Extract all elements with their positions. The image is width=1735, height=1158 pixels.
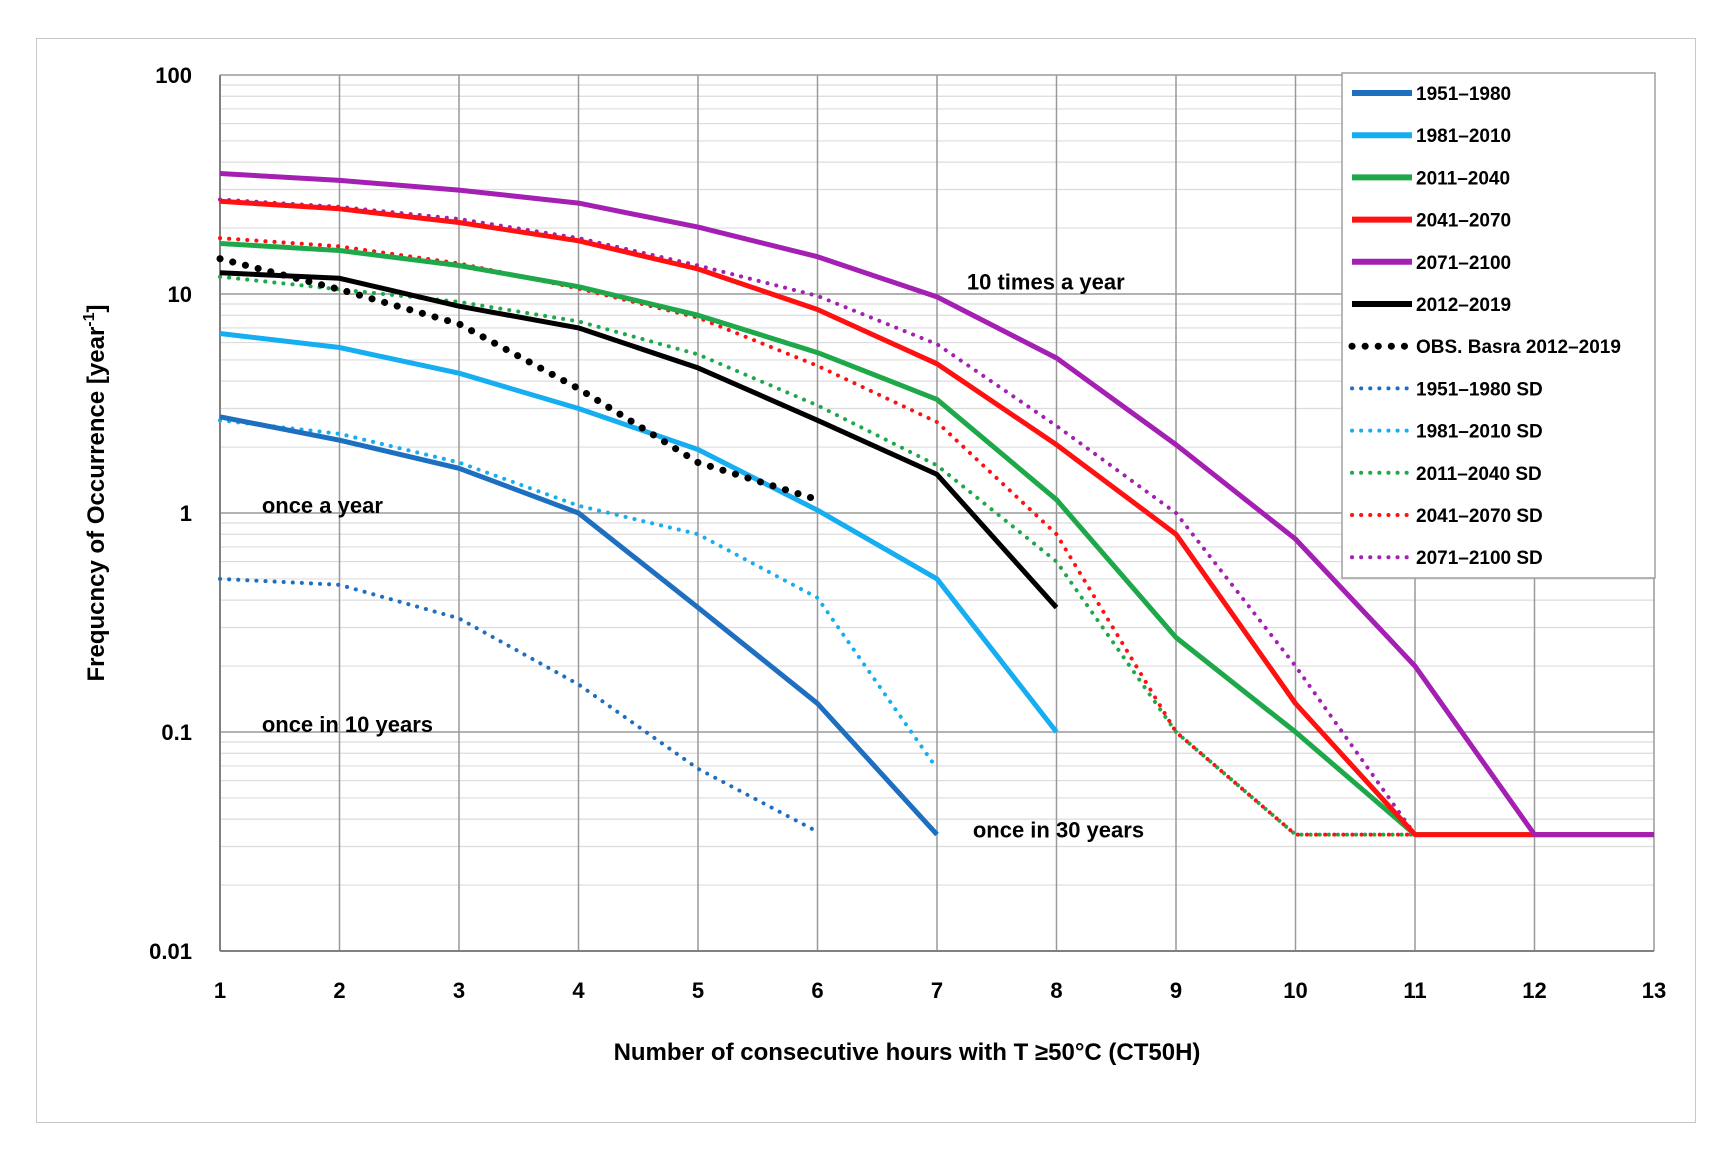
series-line-1951-1980-sd <box>218 576 820 834</box>
annotation-label: once in 10 years <box>262 712 433 737</box>
y-tick-label: 0.01 <box>149 939 192 964</box>
legend-label: 1981–2010 <box>1416 126 1511 147</box>
y-axis-title-main: Frequcncy of Occurrence [year <box>83 327 110 682</box>
x-tick-label: 11 <box>1403 978 1426 1003</box>
legend-label: 1951–1980 <box>1416 84 1511 105</box>
series-line-1981-2010-sd <box>218 418 939 771</box>
series-line-2071-2100-sd <box>218 197 1417 837</box>
x-tick-label: 2 <box>333 978 345 1003</box>
x-tick-label: 3 <box>453 978 465 1003</box>
x-tick-label: 10 <box>1283 978 1307 1003</box>
legend-box <box>1341 72 1656 579</box>
y-axis-title: Frequcncy of Occurrence [year-1] <box>81 304 110 681</box>
legend-label: 2012–2019 <box>1416 295 1511 316</box>
series-line-obs-basra-2012-2019 <box>216 255 821 504</box>
x-axis-title: Number of consecutive hours with T ≥50°C… <box>614 1039 1201 1066</box>
annotations: 10 times a year once a year once in 10 yea… <box>262 269 1144 842</box>
annotation-label: 10 times a year <box>967 269 1125 294</box>
legend-label: 2011–2040 <box>1416 168 1510 189</box>
series-line-2012-2019 <box>219 270 1059 610</box>
plot-border <box>219 75 1654 952</box>
legend-label: 1981–2010 SD <box>1416 422 1543 443</box>
legend-label: 2011–2040 SD <box>1416 464 1542 485</box>
legend-label: 2041–2070 <box>1416 211 1511 232</box>
x-tick-label: 4 <box>572 978 585 1003</box>
series-line-1951-1980 <box>219 414 939 837</box>
x-tick-label: 5 <box>692 978 704 1003</box>
legend-label: OBS. Basra 2012–2019 <box>1416 337 1621 358</box>
legend-label: 2041–2070 SD <box>1416 506 1543 527</box>
x-tick-label: 6 <box>811 978 823 1003</box>
x-tick-label: 1 <box>214 978 226 1003</box>
x-tick-label: 8 <box>1050 978 1062 1003</box>
x-tick-labels: 1 2 3 4 5 6 7 8 9 10 11 12 13 <box>214 978 1666 1003</box>
legend: 1951–1980 1981–2010 2011–2040 2041–2070 2071… <box>1341 72 1656 579</box>
series-layer <box>216 171 1656 838</box>
x-tick-label: 13 <box>1642 978 1666 1003</box>
legend-label: 2071–2100 SD <box>1416 548 1543 569</box>
series-line-2041-2070 <box>219 198 1654 838</box>
series-line-1981-2010 <box>219 331 1059 734</box>
y-tick-labels: 100 10 1 0.1 0.01 <box>149 63 192 964</box>
x-tick-label: 9 <box>1170 978 1182 1003</box>
series-line-2041-2070-sd <box>218 236 1417 837</box>
x-tick-label: 12 <box>1522 978 1546 1003</box>
series-line-2071-2100 <box>219 171 1654 838</box>
y-axis-title-end: ] <box>83 304 110 312</box>
legend-label: 2071–2100 <box>1416 253 1511 274</box>
y-tick-label: 0.1 <box>161 720 192 745</box>
legend-label: 1951–1980 SD <box>1416 379 1543 400</box>
annotation-label: once a year <box>262 493 384 518</box>
x-tick-label: 7 <box>931 978 943 1003</box>
annotation-label: once in 30 years <box>973 817 1144 842</box>
y-tick-label: 10 <box>168 282 192 307</box>
y-axis-title-sup: -1 <box>81 312 98 326</box>
y-tick-label: 100 <box>155 63 192 88</box>
y-tick-label: 1 <box>180 501 192 526</box>
